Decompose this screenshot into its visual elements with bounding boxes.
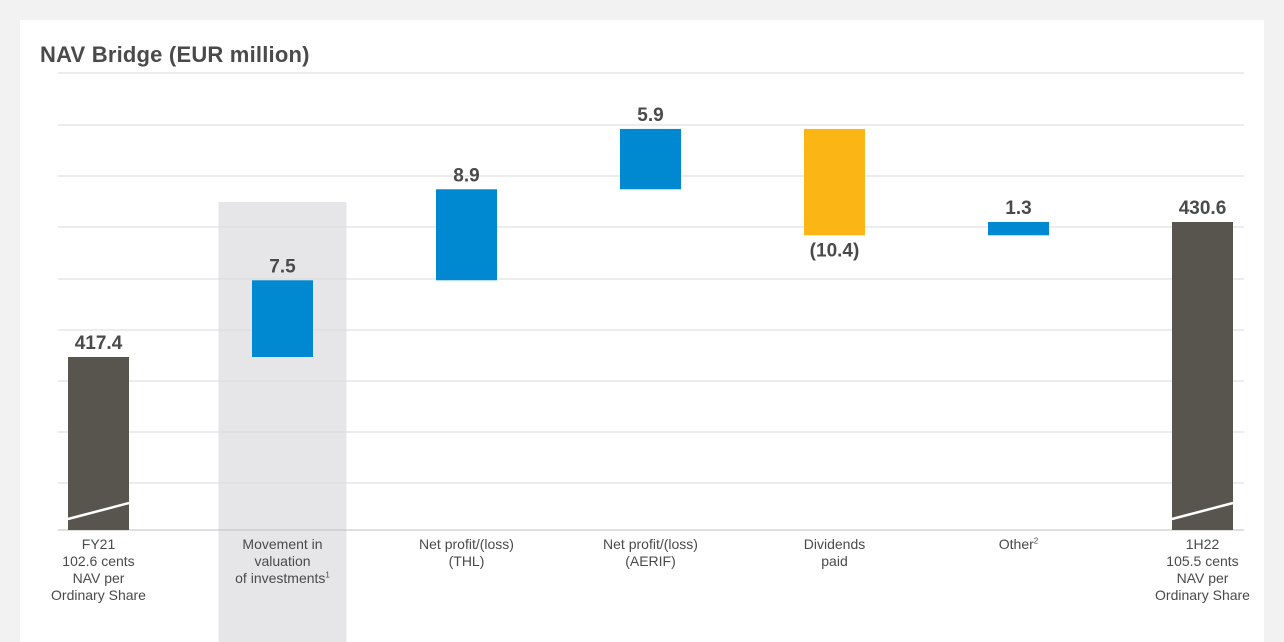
x-tick-label: 1H22 105.5 cents NAV per Ordinary Share	[1155, 536, 1250, 603]
footnote-marker: 1	[325, 570, 330, 580]
x-tick-label: Other2	[998, 536, 1039, 552]
data-label: (10.4)	[810, 240, 860, 261]
decrease-bar	[804, 128, 865, 236]
data-label: 430.6	[1179, 198, 1227, 219]
x-tick-label: Movement in valuation of investments1	[235, 536, 330, 586]
highlight-band	[218, 202, 347, 642]
data-label: 5.9	[637, 105, 663, 126]
chart-card: NAV Bridge (EUR million) 417.4 7.5 8.9 5.9 (…	[20, 20, 1264, 642]
increase-bar	[988, 222, 1049, 236]
data-label: 1.3	[1005, 198, 1031, 219]
x-tick-label: Net profit/(loss) (AERIF)	[603, 536, 698, 569]
data-label: 8.9	[453, 165, 479, 186]
data-label: 417.4	[75, 333, 123, 354]
increase-bar	[436, 189, 497, 281]
total-bar	[1172, 222, 1233, 530]
increase-bar	[252, 280, 313, 357]
chart-title: NAV Bridge (EUR million)	[40, 42, 310, 67]
total-bar	[68, 357, 129, 530]
x-tick-label: Dividends paid	[803, 536, 866, 569]
axis-break-mark	[1171, 501, 1234, 521]
axis-break-mark	[67, 501, 130, 521]
x-tick-label: Net profit/(loss) (THL)	[419, 536, 514, 569]
data-label: 7.5	[269, 256, 296, 277]
increase-bar	[620, 128, 681, 190]
x-tick-label: FY21 102.6 cents NAV per Ordinary Share	[51, 536, 146, 603]
waterfall-chart: 417.4 7.5 8.9 5.9 (10.4) 1.3 430.6	[58, 72, 1244, 642]
footnote-marker: 2	[1033, 536, 1039, 546]
